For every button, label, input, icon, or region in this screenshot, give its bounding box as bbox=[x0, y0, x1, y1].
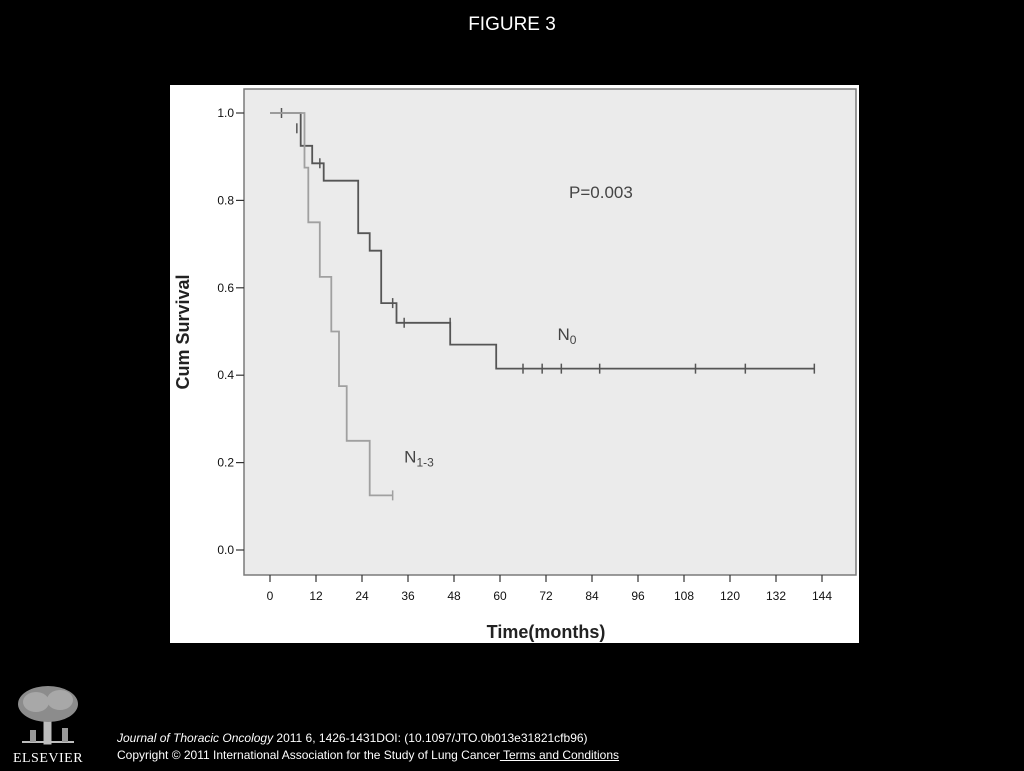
figure-panel: 0.0 0.2 0.4 0.6 0.8 1.0 0 12 24 36 48 60 72 84 96 108 12… bbox=[170, 85, 859, 643]
y-tick-label: 0.6 bbox=[217, 281, 234, 295]
y-axis-title: Cum Survival bbox=[173, 274, 193, 389]
citation-details: 2011 6, 1426-1431DOI: (10.1097/JTO.0b013… bbox=[273, 731, 588, 745]
plot-background bbox=[243, 88, 857, 576]
y-tick-label: 0.0 bbox=[217, 543, 234, 557]
survival-curve-n1-3 bbox=[270, 112, 393, 497]
x-tick-label: 84 bbox=[585, 589, 599, 603]
copyright-line: Copyright © 2011 International Associati… bbox=[117, 747, 619, 764]
series-label-n0: N0 bbox=[558, 325, 577, 347]
x-tick-label: 120 bbox=[720, 589, 740, 603]
x-tick-label: 48 bbox=[447, 589, 461, 603]
y-tick-label: 0.8 bbox=[217, 193, 234, 207]
slide-title: FIGURE 3 bbox=[468, 14, 556, 35]
copyright-text: Copyright © 2011 International Associati… bbox=[117, 748, 500, 762]
x-tick-label: 24 bbox=[355, 589, 369, 603]
p-value-annotation: P=0.003 bbox=[569, 183, 633, 202]
x-tick-label: 12 bbox=[309, 589, 323, 603]
y-tick-label: 0.2 bbox=[217, 456, 234, 470]
x-tick-label: 60 bbox=[493, 589, 507, 603]
x-tick-label: 132 bbox=[766, 589, 786, 603]
publisher-wordmark: ELSEVIER bbox=[13, 751, 83, 766]
survival-chart: 0.0 0.2 0.4 0.6 0.8 1.0 0 12 24 36 48 60 72 84 96 108 12… bbox=[173, 88, 857, 642]
publisher-logo: ELSEVIER bbox=[8, 680, 88, 766]
x-tick-label: 96 bbox=[631, 589, 645, 603]
x-axis-title: Time(months) bbox=[487, 622, 606, 642]
y-tick-label: 0.4 bbox=[217, 368, 234, 382]
elsevier-tree-icon bbox=[18, 686, 78, 745]
citation-line: Journal of Thoracic Oncology 2011 6, 142… bbox=[117, 730, 619, 747]
x-tick-label: 108 bbox=[674, 589, 694, 603]
terms-link[interactable]: Terms and Conditions bbox=[499, 748, 620, 762]
x-tick-label: 144 bbox=[812, 589, 832, 603]
x-tick-label: 0 bbox=[267, 589, 274, 603]
y-tick-label: 1.0 bbox=[217, 106, 234, 120]
x-tick-label: 36 bbox=[401, 589, 415, 603]
citation-footer: Journal of Thoracic Oncology 2011 6, 142… bbox=[117, 730, 619, 764]
series-label-n1-3: N1-3 bbox=[404, 448, 434, 470]
journal-name: Journal of Thoracic Oncology bbox=[117, 731, 274, 745]
survival-curve-n0 bbox=[270, 112, 815, 370]
x-tick-label: 72 bbox=[539, 589, 553, 603]
